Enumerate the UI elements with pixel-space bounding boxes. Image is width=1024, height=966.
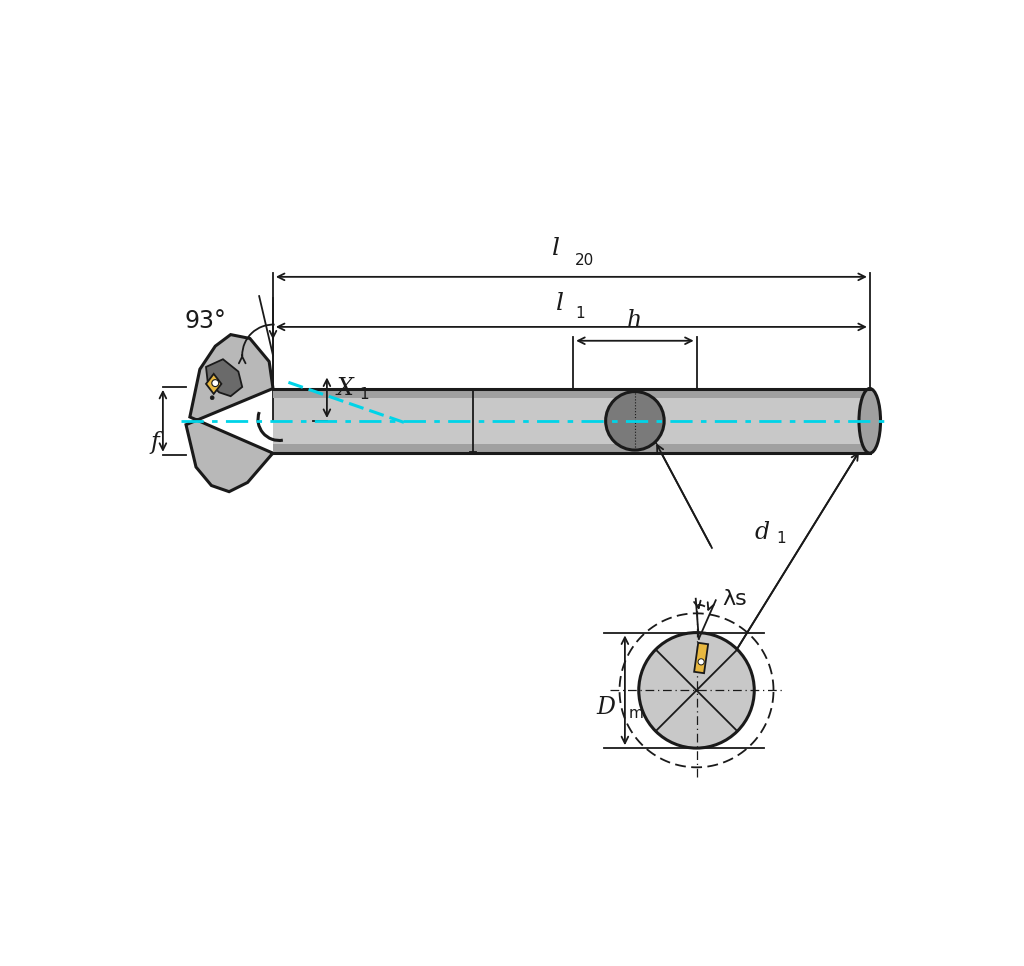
Text: 20: 20 (575, 253, 595, 268)
Circle shape (212, 380, 219, 386)
Text: 1: 1 (575, 306, 585, 321)
Circle shape (698, 659, 705, 665)
Polygon shape (186, 334, 273, 492)
Polygon shape (694, 642, 709, 673)
Circle shape (605, 391, 665, 450)
Text: λs: λs (722, 588, 746, 609)
Text: l: l (556, 293, 563, 315)
Polygon shape (273, 388, 869, 398)
Circle shape (210, 396, 214, 400)
Polygon shape (206, 359, 243, 396)
Circle shape (639, 633, 755, 748)
Text: l: l (552, 237, 560, 260)
Polygon shape (273, 444, 869, 453)
Ellipse shape (859, 388, 881, 453)
Text: D: D (597, 696, 615, 719)
Text: d: d (755, 521, 769, 544)
Polygon shape (273, 388, 869, 453)
Text: h: h (628, 308, 642, 331)
Text: min: min (629, 706, 657, 721)
Text: 93°: 93° (184, 309, 226, 332)
Polygon shape (206, 374, 221, 394)
Text: 1: 1 (776, 531, 786, 546)
Text: X: X (336, 377, 353, 400)
Text: 1: 1 (359, 387, 369, 402)
Text: f: f (151, 431, 160, 454)
